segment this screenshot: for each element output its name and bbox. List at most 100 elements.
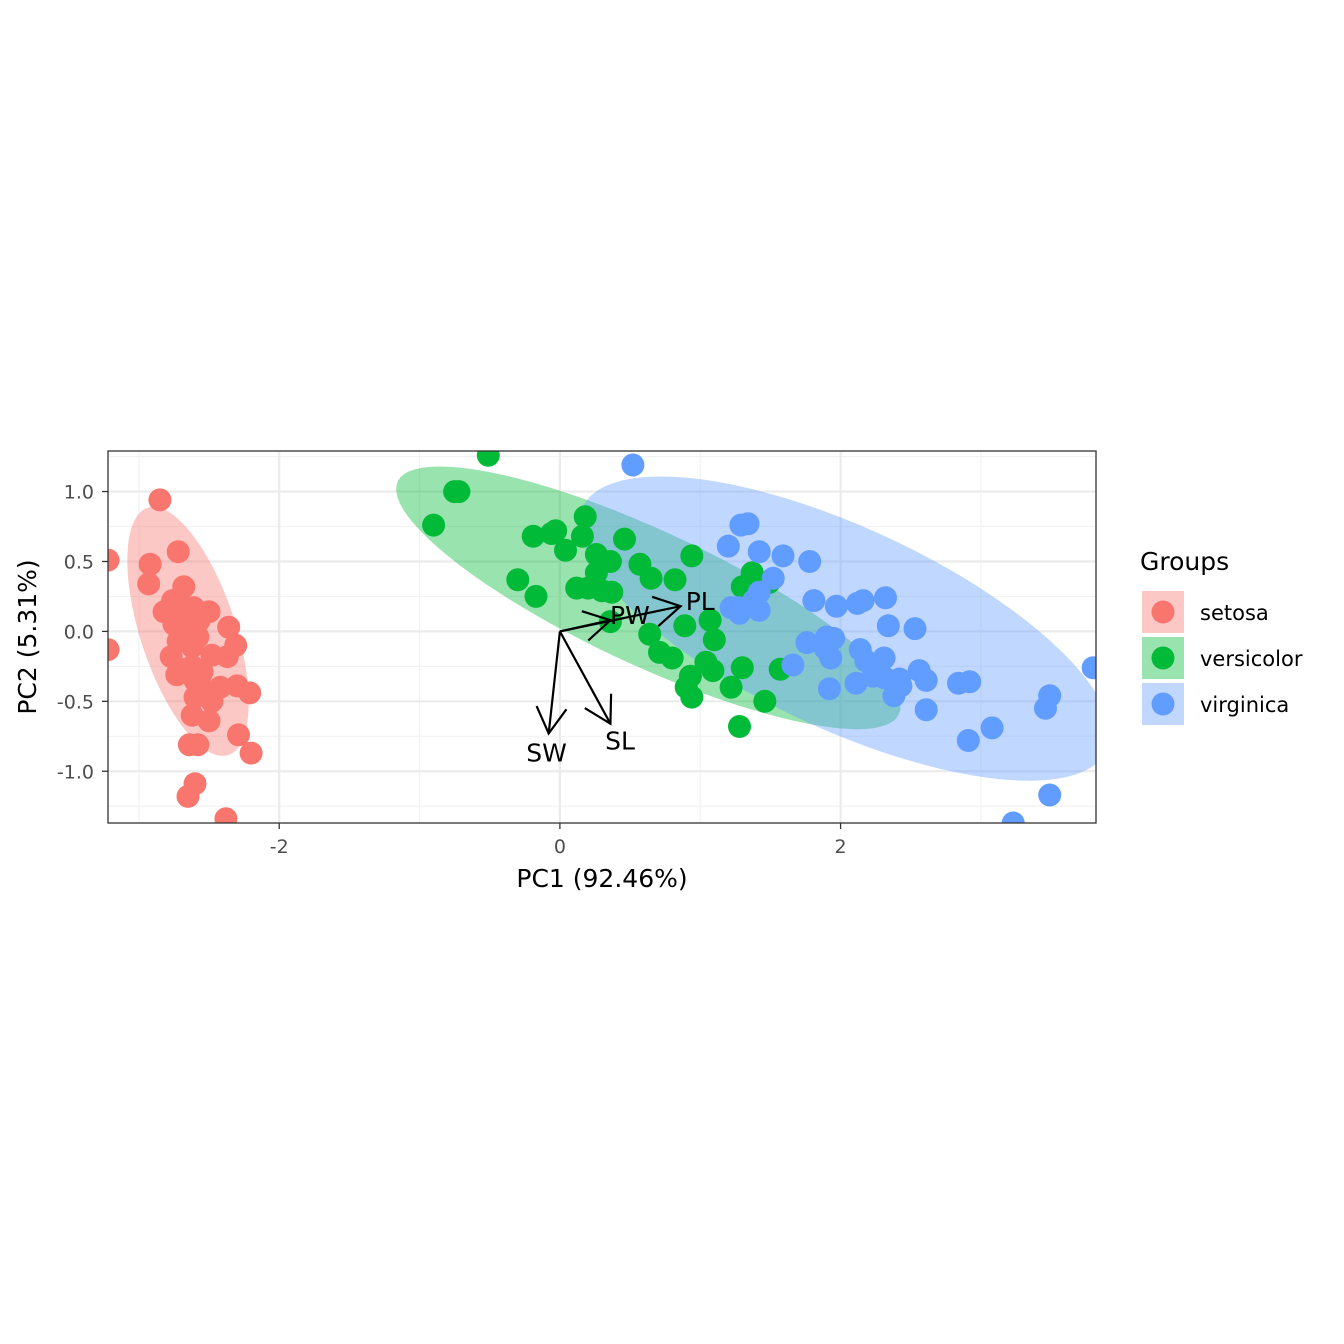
point-virginica <box>1001 811 1025 823</box>
loading-arrow-pw <box>559 619 611 633</box>
point-setosa <box>214 807 238 823</box>
loading-label-pw: PW <box>610 601 650 630</box>
point-virginica <box>1081 656 1096 680</box>
point-setosa <box>108 548 120 572</box>
point-versicolor <box>613 527 636 551</box>
point-setosa <box>137 572 161 596</box>
legend-dot-versicolor <box>1151 646 1175 670</box>
point-virginica <box>1038 783 1062 807</box>
point-versicolor <box>701 659 725 683</box>
point-setosa <box>217 615 241 639</box>
point-virginica <box>980 716 1004 740</box>
plot-border <box>107 450 1097 824</box>
point-versicolor <box>422 513 446 537</box>
point-versicolor <box>698 608 722 632</box>
point-virginica <box>802 589 826 613</box>
point-virginica <box>747 540 771 564</box>
y-axis-title: PC2 (5.31%) <box>13 559 42 714</box>
point-versicolor <box>600 580 624 604</box>
plot-background <box>108 451 1096 823</box>
point-versicolor <box>565 576 589 600</box>
point-virginica <box>851 589 875 613</box>
y-tick-label: 0.0 <box>64 621 94 643</box>
loading-arrow-sw <box>547 631 561 734</box>
point-setosa <box>176 784 200 808</box>
point-versicolor <box>638 622 662 646</box>
point-virginica <box>914 698 938 722</box>
point-versicolor <box>573 505 597 529</box>
point-versicolor <box>476 451 500 467</box>
x-tick-label: -2 <box>270 836 289 858</box>
y-tick-label: -1.0 <box>57 761 94 783</box>
point-virginica <box>1038 684 1062 708</box>
point-versicolor <box>544 519 568 543</box>
point-virginica <box>798 550 822 573</box>
point-versicolor <box>506 568 530 592</box>
point-setosa <box>172 575 196 599</box>
y-tick-label: 0.5 <box>64 551 94 573</box>
point-virginica <box>817 677 841 701</box>
loading-arrow-sl <box>558 630 612 725</box>
point-virginica <box>876 614 900 638</box>
point-virginica <box>761 566 785 590</box>
x-tick-label: 0 <box>554 836 566 858</box>
point-versicolor <box>660 646 684 670</box>
point-versicolor <box>443 480 467 504</box>
point-virginica <box>872 646 896 670</box>
point-virginica <box>716 534 740 558</box>
arrow-head-sl <box>584 693 613 726</box>
point-setosa <box>239 741 263 765</box>
x-axis-title: PC1 (92.46%) <box>516 864 687 893</box>
point-virginica <box>824 594 848 618</box>
point-setosa <box>108 638 120 662</box>
legend-dot-setosa <box>1151 600 1175 624</box>
y-tick-label: 1.0 <box>64 482 94 504</box>
point-virginica <box>882 684 906 708</box>
point-virginica <box>719 596 743 620</box>
loading-label-sl: SL <box>605 726 635 755</box>
point-versicolor <box>740 561 764 585</box>
legend-label-setosa: setosa <box>1200 601 1269 625</box>
point-virginica <box>781 653 805 677</box>
point-versicolor <box>680 544 704 568</box>
point-setosa <box>183 685 207 709</box>
point-setosa <box>148 488 172 512</box>
point-setosa <box>197 709 221 733</box>
point-versicolor <box>719 675 743 699</box>
point-virginica <box>958 670 982 694</box>
point-virginica <box>736 512 760 536</box>
x-tick-label: 2 <box>835 836 847 858</box>
loading-arrows: SL SW PL PW <box>526 587 715 767</box>
point-setosa <box>238 681 262 705</box>
y-tick-label: -0.5 <box>57 691 94 713</box>
point-virginica <box>956 729 980 752</box>
point-setosa <box>138 552 162 576</box>
point-virginica <box>903 617 927 641</box>
point-versicolor <box>680 685 704 709</box>
legend-label-virginica: virginica <box>1200 693 1289 717</box>
point-virginica <box>742 589 766 613</box>
point-versicolor <box>702 628 726 652</box>
point-virginica <box>771 544 795 568</box>
point-setosa <box>215 645 239 669</box>
y-axis-ticks: 1.0 0.5 0.0 -0.5 -1.0 <box>57 482 108 783</box>
point-virginica <box>795 631 819 655</box>
legend-title: Groups <box>1140 547 1229 576</box>
point-setosa <box>165 663 189 687</box>
legend: Groups setosa versicolor virginica <box>1140 547 1303 725</box>
point-versicolor <box>524 584 548 608</box>
point-virginica <box>844 671 868 695</box>
point-versicolor <box>730 656 754 680</box>
loading-label-sw: SW <box>526 738 567 767</box>
legend-dot-virginica <box>1151 692 1175 716</box>
point-setosa <box>227 723 250 747</box>
point-setosa <box>186 733 210 757</box>
x-axis-ticks: -2 0 2 <box>270 823 847 858</box>
point-setosa <box>166 540 190 564</box>
point-setosa <box>180 635 204 659</box>
point-versicolor <box>663 568 687 592</box>
arrow-head-sw <box>535 705 568 736</box>
point-versicolor <box>673 614 697 638</box>
point-virginica <box>874 586 897 610</box>
